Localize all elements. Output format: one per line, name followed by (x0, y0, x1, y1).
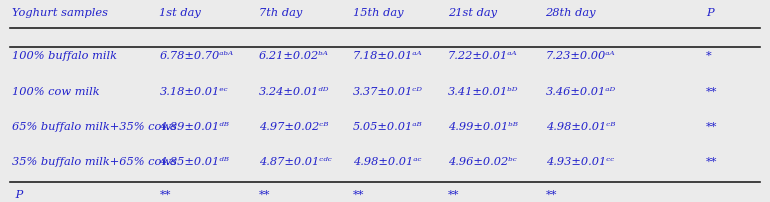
Text: 7.18±0.01ᵃᴬ: 7.18±0.01ᵃᴬ (353, 51, 423, 61)
Text: 3.18±0.01ᵉᶜ: 3.18±0.01ᵉᶜ (159, 87, 228, 97)
Text: 15th day: 15th day (353, 8, 403, 18)
Text: Yoghurt samples: Yoghurt samples (12, 8, 108, 18)
Text: 4.99±0.01ᵇᴮ: 4.99±0.01ᵇᴮ (447, 122, 517, 132)
Text: P: P (12, 189, 23, 200)
Text: 3.24±0.01ᵈᴰ: 3.24±0.01ᵈᴰ (259, 87, 330, 97)
Text: **: ** (353, 189, 364, 200)
Text: 4.96±0.02ᵇᶜ: 4.96±0.02ᵇᶜ (447, 157, 517, 167)
Text: **: ** (706, 157, 718, 167)
Text: 7th day: 7th day (259, 8, 302, 18)
Text: **: ** (545, 189, 557, 200)
Text: **: ** (159, 189, 171, 200)
Text: 1st day: 1st day (159, 8, 201, 18)
Text: 4.93±0.01ᶜᶜ: 4.93±0.01ᶜᶜ (545, 157, 614, 167)
Text: 35% buffalo milk+65% cows: 35% buffalo milk+65% cows (12, 157, 177, 167)
Text: **: ** (447, 189, 459, 200)
Text: 4.89±0.01ᵈᴮ: 4.89±0.01ᵈᴮ (159, 122, 229, 132)
Text: 100% cow milk: 100% cow milk (12, 87, 99, 97)
Text: 4.98±0.01ᵃᶜ: 4.98±0.01ᵃᶜ (353, 157, 421, 167)
Text: 7.23±0.00ᵃᴬ: 7.23±0.00ᵃᴬ (545, 51, 615, 61)
Text: 6.78±0.70ᵃᵇᴬ: 6.78±0.70ᵃᵇᴬ (159, 51, 233, 61)
Text: 5.05±0.01ᵃᴮ: 5.05±0.01ᵃᴮ (353, 122, 423, 132)
Text: 3.37±0.01ᶜᴰ: 3.37±0.01ᶜᴰ (353, 87, 423, 97)
Text: P: P (706, 8, 714, 18)
Text: 100% buffalo milk: 100% buffalo milk (12, 51, 117, 61)
Text: 4.98±0.01ᶜᴮ: 4.98±0.01ᶜᴮ (545, 122, 615, 132)
Text: **: ** (706, 87, 718, 97)
Text: *: * (706, 51, 711, 61)
Text: 4.85±0.01ᵈᴮ: 4.85±0.01ᵈᴮ (159, 157, 229, 167)
Text: **: ** (706, 122, 718, 132)
Text: 21st day: 21st day (447, 8, 497, 18)
Text: 6.21±0.02ᵇᴬ: 6.21±0.02ᵇᴬ (259, 51, 329, 61)
Text: 4.87±0.01ᶜᵈᶜ: 4.87±0.01ᶜᵈᶜ (259, 157, 332, 167)
Text: 65% buffalo milk+35% cows: 65% buffalo milk+35% cows (12, 122, 177, 132)
Text: 3.41±0.01ᵇᴰ: 3.41±0.01ᵇᴰ (447, 87, 518, 97)
Text: 4.97±0.02ᶜᴮ: 4.97±0.02ᶜᴮ (259, 122, 328, 132)
Text: 28th day: 28th day (545, 8, 596, 18)
Text: 7.22±0.01ᵃᴬ: 7.22±0.01ᵃᴬ (447, 51, 517, 61)
Text: 3.46±0.01ᵃᴰ: 3.46±0.01ᵃᴰ (545, 87, 616, 97)
Text: **: ** (259, 189, 270, 200)
